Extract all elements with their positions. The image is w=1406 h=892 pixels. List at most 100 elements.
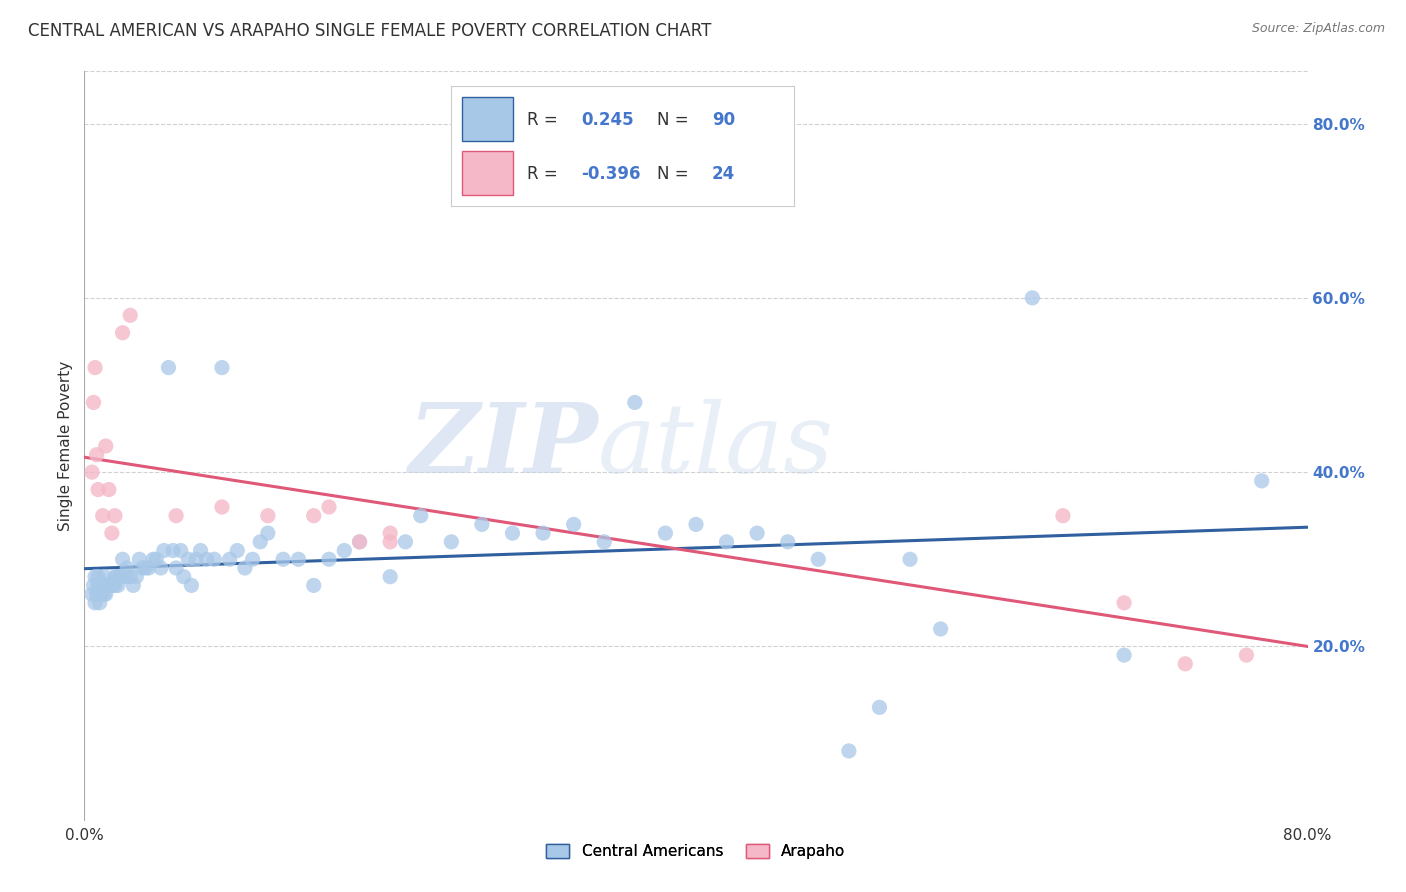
Point bbox=[233, 561, 256, 575]
Point bbox=[114, 570, 136, 584]
Point bbox=[80, 587, 103, 601]
Point bbox=[184, 552, 207, 566]
Point bbox=[394, 534, 416, 549]
Point bbox=[120, 570, 142, 584]
Point bbox=[249, 534, 271, 549]
Legend: Central Americans, Arapaho: Central Americans, Arapaho bbox=[540, 838, 852, 865]
Point bbox=[128, 552, 150, 566]
Point bbox=[104, 508, 127, 523]
Point bbox=[87, 483, 110, 497]
Point bbox=[165, 561, 187, 575]
Point bbox=[149, 561, 172, 575]
Point bbox=[97, 578, 120, 592]
Point bbox=[157, 360, 180, 375]
Point bbox=[83, 578, 105, 592]
Point bbox=[91, 578, 114, 592]
Text: ZIP: ZIP bbox=[409, 399, 598, 493]
Point bbox=[94, 439, 117, 453]
Text: atlas: atlas bbox=[598, 399, 834, 493]
Point bbox=[110, 570, 132, 584]
Point bbox=[1174, 657, 1197, 671]
Point bbox=[349, 534, 371, 549]
Point bbox=[531, 526, 554, 541]
Point bbox=[1114, 648, 1136, 662]
Point bbox=[1114, 596, 1136, 610]
Point bbox=[89, 596, 111, 610]
Point bbox=[654, 526, 676, 541]
Point bbox=[318, 552, 340, 566]
Point bbox=[593, 534, 616, 549]
Point bbox=[195, 552, 218, 566]
Point bbox=[122, 578, 145, 592]
Point bbox=[111, 552, 134, 566]
Point bbox=[190, 543, 212, 558]
Point bbox=[162, 543, 184, 558]
Point bbox=[153, 543, 176, 558]
Point bbox=[1250, 474, 1272, 488]
Point bbox=[84, 596, 107, 610]
Point bbox=[165, 508, 187, 523]
Point bbox=[104, 570, 127, 584]
Point bbox=[97, 483, 120, 497]
Point bbox=[257, 526, 280, 541]
Point bbox=[93, 570, 115, 584]
Point bbox=[120, 308, 142, 322]
Point bbox=[93, 587, 115, 601]
Point bbox=[349, 534, 371, 549]
Point bbox=[177, 552, 200, 566]
Point bbox=[211, 500, 233, 514]
Point bbox=[111, 326, 134, 340]
Text: Source: ZipAtlas.com: Source: ZipAtlas.com bbox=[1251, 22, 1385, 36]
Point bbox=[80, 465, 103, 479]
Point bbox=[83, 395, 105, 409]
Point bbox=[86, 448, 108, 462]
Point bbox=[84, 570, 107, 584]
Point bbox=[218, 552, 240, 566]
Point bbox=[776, 534, 799, 549]
Point bbox=[90, 587, 112, 601]
Point bbox=[1236, 648, 1258, 662]
Point bbox=[105, 570, 128, 584]
Point bbox=[287, 552, 309, 566]
Point bbox=[84, 360, 107, 375]
Point bbox=[716, 534, 738, 549]
Point bbox=[302, 578, 325, 592]
Point bbox=[869, 700, 891, 714]
Point bbox=[145, 552, 167, 566]
Point bbox=[257, 508, 280, 523]
Point bbox=[96, 578, 118, 592]
Point bbox=[104, 578, 127, 592]
Point bbox=[1052, 508, 1074, 523]
Point bbox=[101, 578, 124, 592]
Point bbox=[502, 526, 524, 541]
Point bbox=[138, 561, 160, 575]
Point bbox=[807, 552, 830, 566]
Point bbox=[131, 561, 153, 575]
Point bbox=[173, 570, 195, 584]
Point bbox=[94, 578, 117, 592]
Point bbox=[471, 517, 494, 532]
Point bbox=[211, 360, 233, 375]
Point bbox=[103, 578, 125, 592]
Point bbox=[170, 543, 193, 558]
Point bbox=[333, 543, 356, 558]
Point bbox=[898, 552, 921, 566]
Point bbox=[98, 578, 121, 592]
Point bbox=[142, 552, 165, 566]
Point bbox=[94, 587, 117, 601]
Point bbox=[929, 622, 952, 636]
Point bbox=[624, 395, 647, 409]
Point bbox=[380, 570, 402, 584]
Point bbox=[135, 561, 157, 575]
Point bbox=[747, 526, 769, 541]
Point bbox=[87, 570, 110, 584]
Point bbox=[838, 744, 860, 758]
Point bbox=[115, 561, 138, 575]
Point bbox=[318, 500, 340, 514]
Point bbox=[87, 578, 110, 592]
Point bbox=[86, 587, 108, 601]
Text: CENTRAL AMERICAN VS ARAPAHO SINGLE FEMALE POVERTY CORRELATION CHART: CENTRAL AMERICAN VS ARAPAHO SINGLE FEMAL… bbox=[28, 22, 711, 40]
Point bbox=[242, 552, 264, 566]
Point bbox=[89, 578, 111, 592]
Point bbox=[440, 534, 463, 549]
